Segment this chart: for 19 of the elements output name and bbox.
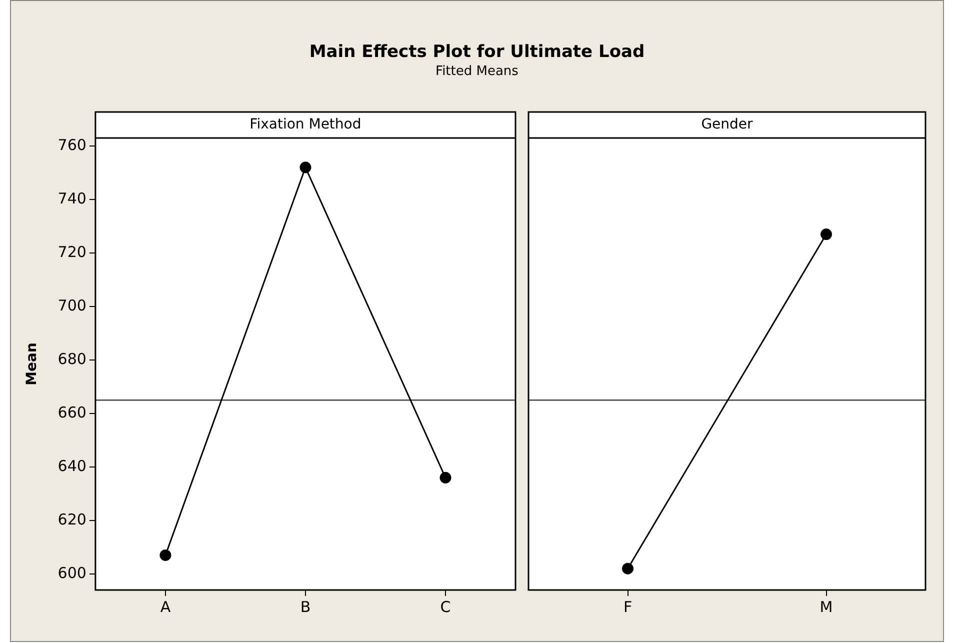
x-tick-label: C [440,598,451,616]
chart-title: Main Effects Plot for Ultimate Load [308,42,646,62]
y-tick-label: 600 [58,564,86,582]
y-tick-label: 660 [58,403,86,422]
y-tick-label: 740 [58,189,86,208]
y-tick-label: 700 [58,296,86,314]
y-tick-label: 640 [58,456,86,475]
y-tick-label: 620 [58,510,86,528]
x-tick-label: B [300,598,311,616]
y-axis-title: Mean [24,342,40,386]
y-tick-label: 680 [58,350,86,368]
x-tick-label: M [820,598,833,616]
x-tick-label: F [623,598,632,616]
chart-subtitle: Fitted Means [434,64,520,79]
y-tick-label: 760 [58,136,86,154]
y-tick-label: 720 [58,242,86,261]
x-axis-title: Gender [701,116,754,133]
x-axis-title: Fixation Method [250,116,362,133]
x-tick-label: A [160,598,172,616]
